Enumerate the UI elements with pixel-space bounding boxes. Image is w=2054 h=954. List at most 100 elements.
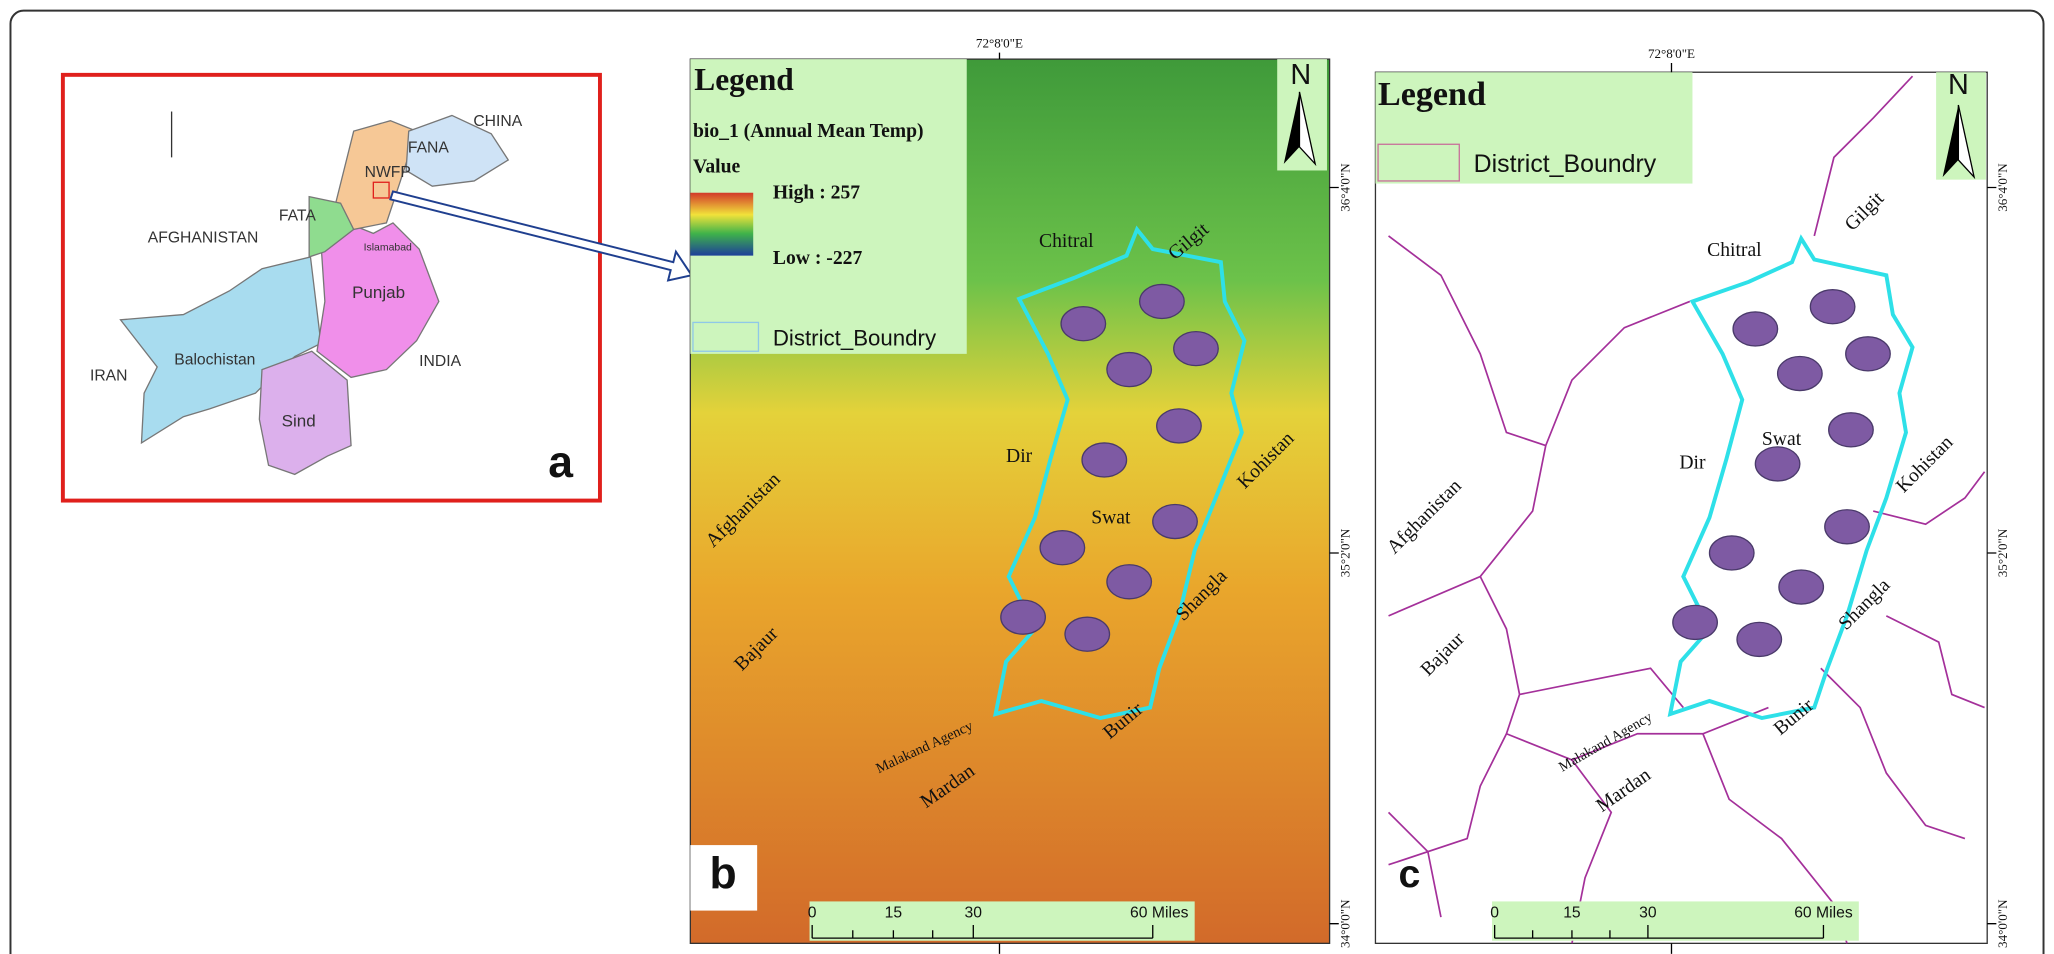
site (1000, 599, 1046, 635)
figure-border (9, 9, 2045, 954)
site (1156, 408, 1202, 444)
district-line (1873, 471, 1986, 526)
north-arrow (1298, 91, 1317, 167)
legend-layer: bio_1 (Annual Mean Temp) (693, 120, 924, 142)
fana (405, 114, 510, 187)
site (1778, 569, 1825, 605)
legend-high: High : 257 (773, 182, 860, 204)
place-label: Dir (1006, 445, 1033, 467)
boundary-map (1374, 71, 1988, 944)
north-label: N (1948, 69, 1969, 101)
place-label: AFGHANISTAN (148, 230, 259, 247)
district-line (1885, 615, 1985, 709)
scale-label: 60 Miles (1794, 904, 1853, 921)
site (1081, 442, 1128, 478)
place-label: IRAN (90, 367, 128, 384)
legend-boundary-swatch (1377, 143, 1460, 182)
site (1809, 289, 1856, 325)
site (1139, 283, 1185, 320)
legend-title: Legend (1378, 76, 1486, 113)
label-box (690, 845, 758, 911)
north-label: N (1290, 59, 1311, 91)
place-label: Chitral (1039, 230, 1094, 252)
site (1106, 351, 1153, 388)
scale-label: 30 (965, 904, 983, 921)
district-boundary (1667, 234, 1915, 721)
graticule-ticks (1670, 63, 1997, 954)
latitude-label: 35°2'0"N (1338, 528, 1353, 577)
legend-title: Legend (694, 62, 794, 97)
panel-a (60, 72, 694, 503)
legend-boundary: District_Boundry (1474, 150, 1657, 178)
site (1060, 306, 1107, 342)
district-line (1387, 811, 1442, 918)
panel-label: b (709, 849, 736, 898)
place-label: INDIA (419, 353, 461, 370)
legend-low: Low : -227 (773, 247, 863, 269)
site (1828, 412, 1874, 448)
district-line (1388, 235, 1547, 447)
district-line (1506, 706, 1769, 761)
scale-label: 0 (1490, 904, 1499, 921)
scale-label: 60 Miles (1130, 904, 1189, 921)
site (1672, 604, 1718, 641)
site (1732, 311, 1779, 347)
district-line (1519, 667, 1684, 709)
site (1776, 355, 1823, 392)
panel-label: c (1399, 852, 1421, 896)
scale-box (809, 901, 1195, 941)
site (1708, 535, 1755, 571)
scale-label: 15 (885, 904, 903, 921)
legend-value: Value (693, 155, 741, 177)
sind (258, 350, 352, 476)
place-label: Balochistan (174, 352, 255, 369)
site (1152, 503, 1198, 540)
place-label: Sind (282, 411, 316, 430)
place-label: FATA (279, 207, 316, 224)
place-label: NWFP (365, 164, 411, 181)
place-label: Swat (1091, 506, 1131, 528)
site (1754, 446, 1801, 482)
longitude-label: 72°8'0"E (1648, 46, 1695, 61)
site (1064, 616, 1111, 652)
scale-bar (811, 925, 1154, 939)
graticule-ticks (998, 52, 1339, 954)
scale-label: 30 (1639, 904, 1657, 921)
arrow (389, 190, 694, 282)
site (1173, 330, 1219, 367)
scale-box (1492, 901, 1859, 941)
district-line (1820, 667, 1966, 840)
longitude-label: 72°8'0"E (976, 36, 1023, 51)
place-label: Chitral (1707, 239, 1762, 261)
site (1845, 336, 1891, 372)
legend-box (1375, 72, 1693, 184)
sample-sites (1672, 289, 1891, 658)
panel-label: a (548, 438, 574, 487)
fata (308, 195, 355, 258)
latitude-label: 36°4'0"N (1995, 163, 2010, 212)
legend-boundary-swatch (692, 321, 760, 352)
place-label: Islamabad (364, 243, 412, 254)
district-line (1813, 75, 1914, 237)
site (1039, 530, 1086, 566)
latitude-label: 34°0'0"N (1338, 899, 1353, 948)
site (1824, 509, 1870, 545)
place-label: FANA (408, 139, 450, 156)
punjab (316, 222, 440, 379)
place-label: CHINA (473, 113, 522, 130)
place-label: Punjab (352, 283, 405, 302)
color-ramp (690, 192, 754, 256)
latitude-label: 35°2'0"N (1995, 528, 2010, 577)
scale-label: 0 (808, 904, 817, 921)
site (1106, 564, 1153, 600)
latitude-label: 34°0'0"N (1995, 899, 2010, 948)
latitude-label: 36°4'0"N (1338, 163, 1353, 212)
study-area-marker (372, 181, 390, 199)
panel-b (689, 52, 1339, 954)
scale-bar (1493, 925, 1825, 939)
north-arrow (1957, 104, 1976, 180)
sample-sites (1000, 283, 1219, 652)
place-label: Dir (1679, 451, 1706, 473)
